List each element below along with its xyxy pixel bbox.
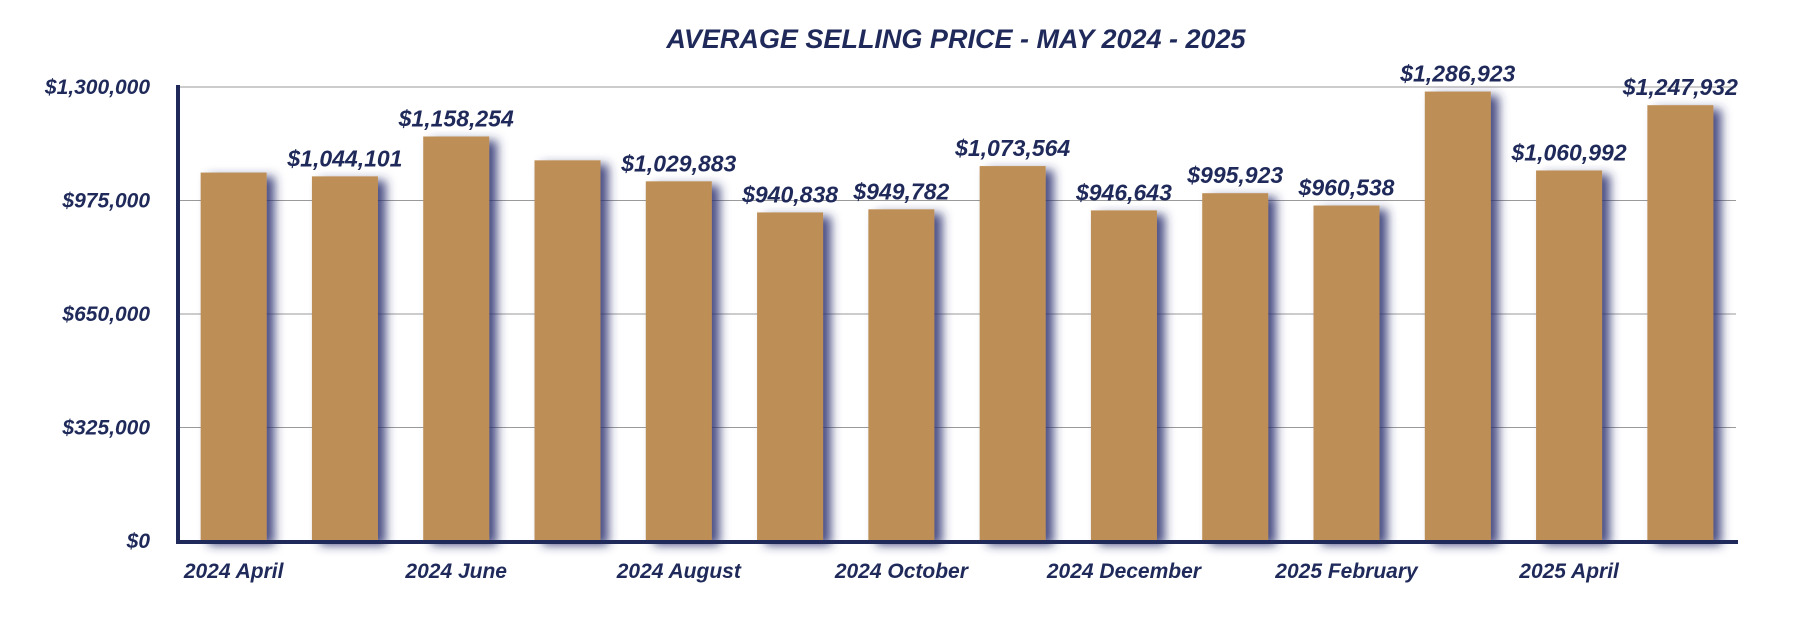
x-tick-label: 2025 February: [1274, 560, 1419, 583]
x-tick-label: 2024 August: [616, 560, 742, 583]
y-axis-ticks: $0 $325,000 $650,000 $975,000 $1,300,000: [44, 76, 150, 553]
data-label: $995,923: [1186, 162, 1283, 188]
bar: [423, 136, 490, 541]
y-tick-label: $650,000: [61, 303, 150, 326]
data-label: $949,782: [852, 178, 949, 204]
bar: [1536, 170, 1603, 542]
bar: [868, 209, 935, 542]
bars: [200, 91, 1714, 542]
data-label: $1,060,992: [1511, 139, 1627, 165]
bar: [1424, 91, 1491, 541]
data-label: $1,073,564: [954, 135, 1070, 161]
x-tick-label: 2024 April: [183, 560, 285, 583]
x-tick-label: 2025 April: [1518, 560, 1620, 583]
bar: [979, 166, 1046, 541]
y-tick-label: $975,000: [61, 190, 150, 213]
data-label: $1,286,923: [1399, 61, 1515, 87]
y-tick-label: $1,300,000: [44, 76, 150, 99]
chart-title: AVERAGE SELLING PRICE - MAY 2024 - 2025: [665, 24, 1246, 54]
bar: [1202, 193, 1269, 541]
x-tick-label: 2024 June: [404, 560, 507, 583]
data-label: $960,538: [1298, 175, 1395, 201]
bar: [311, 176, 378, 541]
bar: [1090, 210, 1157, 541]
bar: [534, 160, 601, 542]
x-tick-label: 2024 December: [1046, 560, 1203, 583]
bar: [757, 212, 824, 541]
bar: [1647, 105, 1714, 541]
bar: [1313, 205, 1380, 541]
y-tick-label: $325,000: [61, 417, 150, 440]
data-label: $1,044,101: [286, 145, 402, 171]
y-tick-label: $0: [126, 530, 151, 553]
bar: [645, 181, 712, 541]
data-label: $1,247,932: [1622, 74, 1738, 100]
data-label: $946,643: [1075, 179, 1172, 205]
data-label: $1,158,254: [398, 106, 514, 132]
x-axis-ticks: 2024 April 2024 June 2024 August 2024 Octob…: [183, 560, 1620, 583]
data-labels: $1,044,101 $1,158,254 $1,029,883$940,838 $9…: [286, 61, 1738, 208]
x-tick-label: 2024 October: [834, 560, 970, 583]
data-label: $1,029,883: [620, 150, 736, 176]
bar: [200, 172, 267, 542]
data-label: $940,838: [741, 181, 838, 207]
